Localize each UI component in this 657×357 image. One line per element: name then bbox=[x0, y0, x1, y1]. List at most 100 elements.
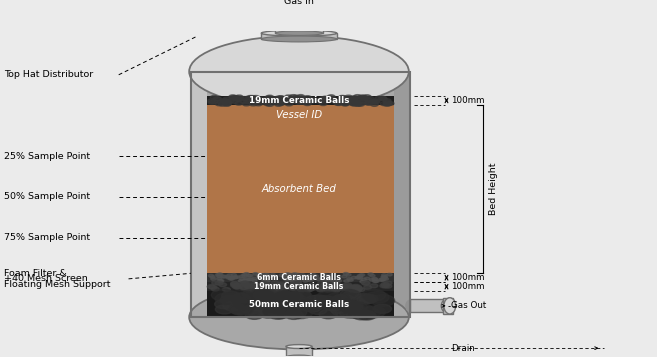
Circle shape bbox=[221, 100, 229, 103]
Circle shape bbox=[307, 286, 315, 290]
Circle shape bbox=[317, 281, 325, 285]
Circle shape bbox=[248, 283, 256, 287]
Circle shape bbox=[348, 98, 356, 102]
Circle shape bbox=[342, 97, 350, 101]
Circle shape bbox=[340, 284, 348, 288]
Circle shape bbox=[239, 282, 247, 286]
Circle shape bbox=[374, 96, 382, 100]
Circle shape bbox=[288, 298, 306, 307]
Circle shape bbox=[350, 96, 358, 100]
Circle shape bbox=[365, 98, 373, 102]
Polygon shape bbox=[275, 24, 323, 33]
Circle shape bbox=[242, 280, 247, 282]
Circle shape bbox=[258, 99, 265, 102]
Circle shape bbox=[246, 289, 254, 292]
Circle shape bbox=[242, 290, 261, 298]
Circle shape bbox=[229, 303, 253, 315]
Ellipse shape bbox=[261, 30, 336, 36]
Circle shape bbox=[382, 276, 387, 278]
Circle shape bbox=[249, 289, 273, 301]
Circle shape bbox=[370, 284, 378, 288]
Circle shape bbox=[276, 288, 284, 292]
Circle shape bbox=[263, 282, 271, 286]
Circle shape bbox=[356, 276, 361, 279]
Circle shape bbox=[252, 298, 270, 308]
Circle shape bbox=[303, 303, 321, 312]
Circle shape bbox=[227, 274, 232, 277]
Circle shape bbox=[215, 300, 233, 309]
Circle shape bbox=[304, 300, 323, 309]
Circle shape bbox=[342, 275, 347, 278]
Circle shape bbox=[219, 283, 227, 287]
Circle shape bbox=[215, 102, 223, 106]
Circle shape bbox=[264, 280, 269, 283]
Circle shape bbox=[265, 284, 273, 288]
Circle shape bbox=[217, 277, 222, 280]
FancyBboxPatch shape bbox=[207, 291, 394, 317]
Circle shape bbox=[383, 277, 388, 280]
Circle shape bbox=[258, 274, 263, 276]
Circle shape bbox=[263, 273, 267, 276]
Circle shape bbox=[309, 305, 327, 315]
Circle shape bbox=[348, 101, 356, 105]
Circle shape bbox=[227, 99, 235, 103]
Circle shape bbox=[356, 97, 364, 101]
Circle shape bbox=[233, 276, 238, 278]
Circle shape bbox=[240, 286, 248, 290]
Circle shape bbox=[368, 273, 373, 276]
Circle shape bbox=[277, 300, 296, 310]
Circle shape bbox=[306, 278, 311, 281]
Circle shape bbox=[231, 283, 238, 287]
Circle shape bbox=[357, 288, 365, 292]
Circle shape bbox=[266, 102, 274, 106]
Circle shape bbox=[341, 102, 349, 106]
Circle shape bbox=[309, 295, 328, 304]
Circle shape bbox=[290, 279, 296, 282]
Circle shape bbox=[331, 306, 350, 316]
Circle shape bbox=[325, 281, 332, 285]
Circle shape bbox=[226, 276, 231, 279]
Circle shape bbox=[344, 95, 352, 99]
Circle shape bbox=[217, 273, 223, 276]
Circle shape bbox=[298, 288, 306, 292]
Ellipse shape bbox=[442, 300, 452, 312]
Circle shape bbox=[245, 285, 252, 289]
Circle shape bbox=[296, 300, 320, 311]
Circle shape bbox=[244, 97, 252, 101]
Text: Bed Height: Bed Height bbox=[489, 163, 498, 215]
Circle shape bbox=[317, 286, 325, 290]
Ellipse shape bbox=[206, 295, 392, 339]
Circle shape bbox=[268, 275, 273, 277]
Circle shape bbox=[277, 97, 284, 101]
Circle shape bbox=[254, 102, 262, 106]
Circle shape bbox=[263, 306, 286, 317]
Text: Gas Out: Gas Out bbox=[451, 301, 486, 310]
Circle shape bbox=[353, 288, 361, 292]
Circle shape bbox=[235, 298, 258, 310]
Circle shape bbox=[372, 100, 380, 104]
Circle shape bbox=[228, 277, 233, 279]
Circle shape bbox=[232, 293, 250, 302]
Circle shape bbox=[215, 305, 234, 314]
Circle shape bbox=[369, 278, 374, 281]
Circle shape bbox=[344, 302, 367, 313]
Circle shape bbox=[343, 272, 348, 275]
Circle shape bbox=[215, 273, 221, 276]
Circle shape bbox=[244, 100, 252, 104]
Circle shape bbox=[256, 273, 261, 276]
Circle shape bbox=[327, 279, 332, 282]
Circle shape bbox=[355, 287, 363, 291]
Circle shape bbox=[360, 280, 365, 283]
Ellipse shape bbox=[405, 300, 416, 312]
Circle shape bbox=[289, 307, 313, 319]
Circle shape bbox=[229, 291, 253, 302]
Circle shape bbox=[273, 292, 297, 303]
Circle shape bbox=[319, 97, 327, 101]
Circle shape bbox=[246, 278, 252, 281]
Circle shape bbox=[267, 302, 290, 313]
Circle shape bbox=[272, 99, 280, 103]
Circle shape bbox=[290, 292, 313, 304]
Circle shape bbox=[357, 274, 363, 277]
Circle shape bbox=[370, 275, 375, 277]
Circle shape bbox=[294, 285, 302, 289]
